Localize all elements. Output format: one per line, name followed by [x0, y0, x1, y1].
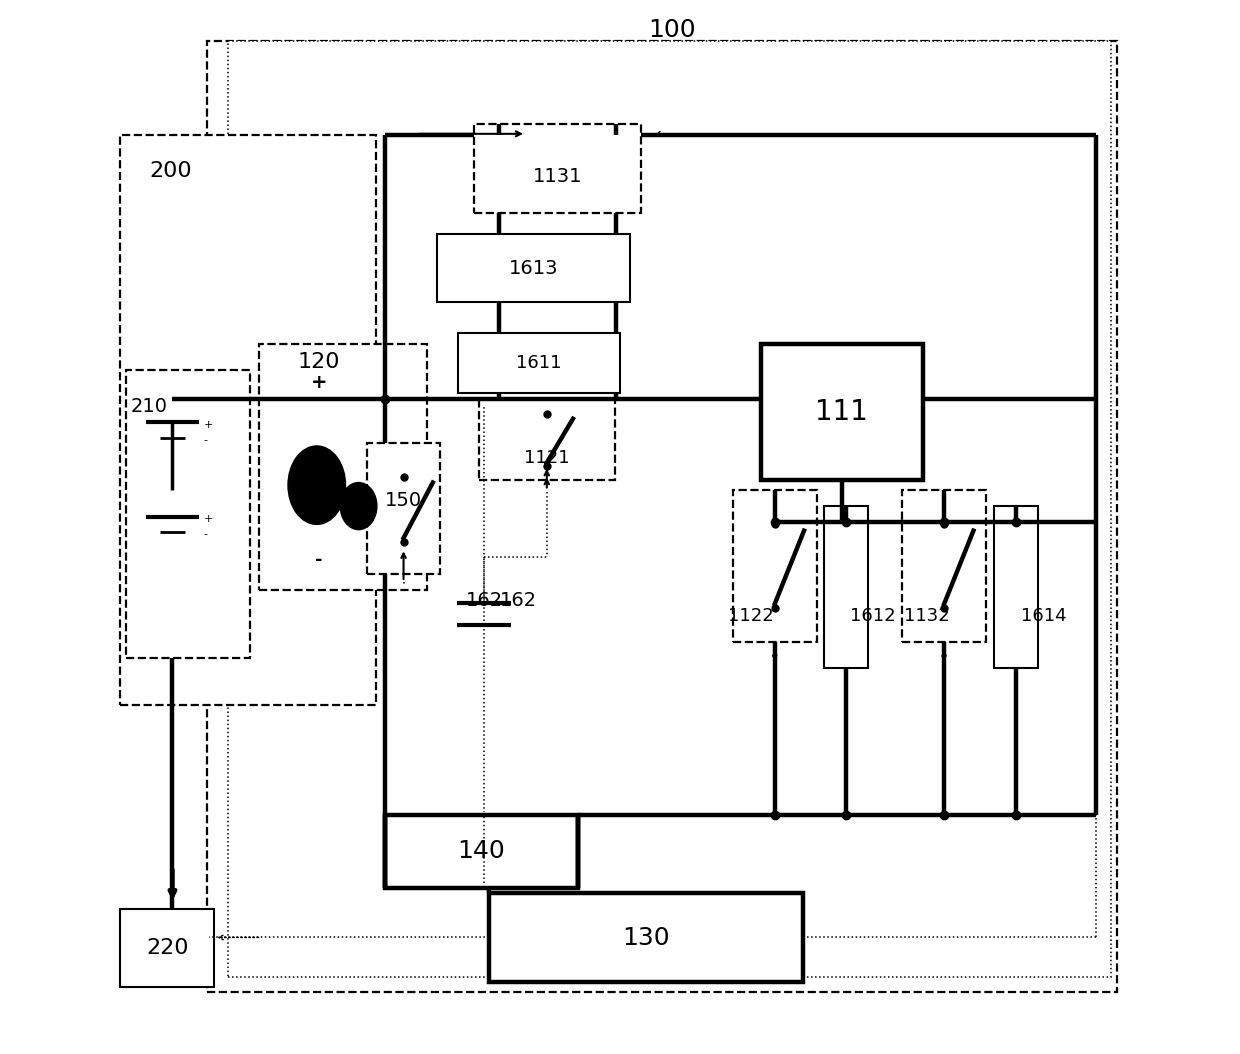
- Bar: [479, 399, 615, 480]
- Text: 210: 210: [131, 397, 167, 416]
- Text: 140: 140: [458, 839, 505, 863]
- Bar: [120, 135, 377, 705]
- Bar: [823, 506, 868, 668]
- Bar: [126, 370, 249, 658]
- Text: -: -: [315, 551, 322, 569]
- Text: +: +: [203, 513, 213, 524]
- Bar: [474, 124, 641, 213]
- Text: 200: 200: [149, 161, 192, 181]
- Text: 1132: 1132: [904, 607, 950, 625]
- Text: 1614: 1614: [1021, 607, 1066, 625]
- Text: -: -: [203, 529, 208, 540]
- Text: +: +: [203, 419, 213, 430]
- Ellipse shape: [340, 483, 377, 529]
- Text: 220: 220: [146, 938, 188, 958]
- Text: 1613: 1613: [508, 259, 558, 278]
- Text: 120: 120: [298, 352, 340, 372]
- Bar: [228, 41, 1111, 977]
- Text: 162: 162: [465, 590, 502, 609]
- Bar: [490, 893, 804, 982]
- Bar: [733, 490, 817, 642]
- Text: 111: 111: [815, 398, 868, 426]
- Bar: [207, 41, 1117, 992]
- Bar: [458, 332, 620, 393]
- Text: 1611: 1611: [516, 354, 562, 372]
- Bar: [259, 344, 427, 590]
- Text: 1121: 1121: [525, 449, 569, 467]
- Text: 150: 150: [384, 491, 422, 510]
- Text: +: +: [310, 373, 327, 392]
- Bar: [384, 815, 578, 887]
- Bar: [994, 506, 1038, 668]
- Text: 130: 130: [622, 926, 670, 950]
- Text: 1612: 1612: [851, 607, 895, 625]
- Bar: [120, 909, 215, 988]
- Bar: [903, 490, 986, 642]
- Bar: [367, 444, 440, 574]
- Bar: [761, 344, 924, 480]
- Ellipse shape: [288, 446, 346, 525]
- Text: 100: 100: [649, 18, 696, 42]
- Bar: [436, 234, 630, 302]
- Text: -: -: [203, 435, 208, 445]
- Text: 1131: 1131: [532, 168, 582, 187]
- Text: 1122: 1122: [728, 607, 774, 625]
- Text: 162: 162: [500, 590, 537, 609]
